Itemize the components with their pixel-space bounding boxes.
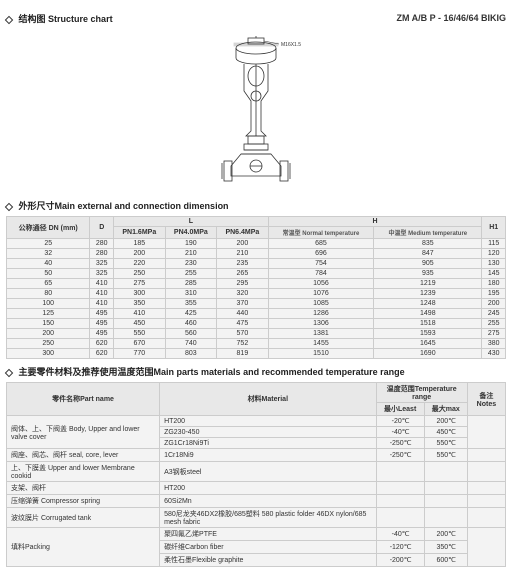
table-row: 32280200210210696847120	[7, 249, 506, 259]
table-row: 填料Packing聚四氟乙烯PTFE-40℃200℃	[7, 528, 506, 541]
table-row: 6541027528529510561219180	[7, 279, 506, 289]
table-row: 压缩弹簧 Compressor spring60Si2Mn	[7, 495, 506, 508]
table-row: 波纹膜片 Corrugated tank580尼龙夹46DX2橡胶/685塑料 …	[7, 508, 506, 528]
dimensions-table: 公称通径 DN (mm) D L H H1 PN1.6MPa PN4.0MPa …	[6, 216, 506, 359]
table-row: 8041030031032010761239195	[7, 289, 506, 299]
col-l: L	[114, 217, 269, 227]
table-row: 10041035035537010851248200	[7, 299, 506, 309]
table-row: 50325250255265784935145	[7, 269, 506, 279]
col-h1: H1	[482, 217, 506, 239]
table-row: 20049555056057013811593275	[7, 329, 506, 339]
table-row: 上、下膜盖 Upper and lower Membrane cookidA3钢…	[7, 462, 506, 482]
col-h: H	[268, 217, 482, 227]
model-number: ZM A/B P - 16/46/64 BIKIG	[396, 13, 506, 23]
table-row: 阀体、上、下阀盖 Body, Upper and lower valve cov…	[7, 416, 506, 427]
table-row: 支架、阀杆HT200	[7, 482, 506, 495]
table-row: 阀座、阀芯、阀杆 seal, core, lever1Cr18Ni9-250℃5…	[7, 449, 506, 462]
structure-chart-diagram: M16X1.5	[6, 33, 506, 193]
table-row: 15049545046047513061518255	[7, 319, 506, 329]
svg-text:M16X1.5: M16X1.5	[281, 42, 301, 48]
dimensions-title: 外形尺寸Main external and connection dimensi…	[6, 199, 506, 212]
table-row: 25280185190200685835115	[7, 239, 506, 249]
structure-chart-title: 结构图 Structure chart	[6, 12, 113, 25]
col-dn: 公称通径 DN (mm)	[7, 217, 90, 239]
table-row: 30062077080381915101690430	[7, 349, 506, 359]
materials-title: 主要零件材料及推荐使用温度范围Main parts materials and …	[6, 365, 506, 378]
col-d: D	[90, 217, 114, 239]
materials-table: 零件名称Part name 材料Material 温度范围Temperature…	[6, 382, 506, 567]
table-row: 40325220230235754905130	[7, 259, 506, 269]
table-row: 25062067074075214551645380	[7, 339, 506, 349]
table-row: 12549541042544012861498245	[7, 309, 506, 319]
